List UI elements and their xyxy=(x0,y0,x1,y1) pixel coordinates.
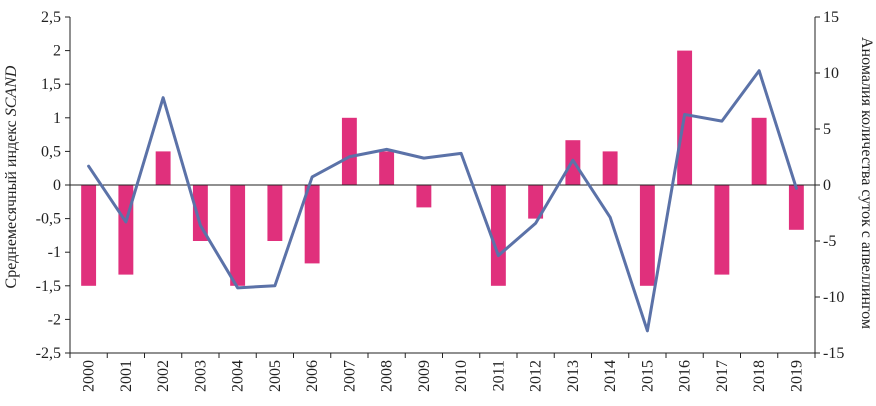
x-tick-label-2014: 2014 xyxy=(602,360,619,392)
right-tick-label: -10 xyxy=(823,289,844,306)
left-axis-title-text: Среднемесячный индекс xyxy=(3,116,20,288)
bar-2005 xyxy=(267,185,283,241)
scand-line xyxy=(87,69,798,333)
left-tick-label: 2,5 xyxy=(41,9,61,26)
left-tick-label: -2,5 xyxy=(36,345,61,362)
x-tick-label-2015: 2015 xyxy=(639,360,656,392)
x-tick-label-2002: 2002 xyxy=(155,360,172,392)
axes xyxy=(65,16,820,358)
bar-2018 xyxy=(751,117,767,185)
right-tick-label: -5 xyxy=(823,233,836,250)
left-tick-label: 1,5 xyxy=(41,76,61,93)
left-tick-label: -1,5 xyxy=(36,278,61,295)
x-tick-label-2009: 2009 xyxy=(416,360,433,392)
right-axis-tick-labels: 15 10 5 0 -5 -10 -15 xyxy=(823,9,844,362)
bar-2019 xyxy=(788,185,804,230)
x-tick-label-2005: 2005 xyxy=(267,360,284,392)
bar-2006 xyxy=(304,185,320,264)
right-tick-label: 15 xyxy=(823,9,839,26)
left-tick-label: 2 xyxy=(53,43,61,60)
x-tick-label-2013: 2013 xyxy=(565,360,582,392)
bar-2007 xyxy=(341,117,357,185)
bar-2001 xyxy=(118,185,134,275)
left-axis-title: Среднемесячный индекс SCAND xyxy=(3,65,20,288)
bar-2017 xyxy=(714,185,730,275)
left-tick-label: 0,5 xyxy=(41,143,61,160)
x-tick-label-2008: 2008 xyxy=(379,360,396,392)
x-tick-label-2016: 2016 xyxy=(677,360,694,392)
left-tick-label: 1 xyxy=(53,110,61,127)
x-tick-label-2004: 2004 xyxy=(230,360,247,392)
x-tick-label-2007: 2007 xyxy=(341,360,358,392)
x-tick-label-2011: 2011 xyxy=(490,360,507,391)
x-tick-label-2019: 2019 xyxy=(788,360,805,392)
bar-2012 xyxy=(528,185,544,219)
x-tick-label-2017: 2017 xyxy=(714,360,731,392)
left-tick-label: -0,5 xyxy=(36,211,61,228)
x-tick-label-2012: 2012 xyxy=(528,360,545,392)
x-tick-label-2000: 2000 xyxy=(81,360,98,392)
right-tick-label: 0 xyxy=(823,177,831,194)
bar-2008 xyxy=(379,151,395,185)
x-tick-label-2003: 2003 xyxy=(192,360,209,392)
bar-2015 xyxy=(639,185,655,286)
bar-series-upwelling xyxy=(81,50,804,286)
bar-2014 xyxy=(602,151,618,185)
bar-2004 xyxy=(230,185,246,286)
line-series-scand xyxy=(87,69,798,333)
bar-2000 xyxy=(81,185,97,286)
bar-2003 xyxy=(192,185,208,241)
right-axis-title: Аномалия количества суток с апвеллингом xyxy=(858,37,875,329)
x-axis-tick-labels: 2000 2001 2002 2003 2004 2005 2006 2007 2008 2009… xyxy=(81,360,806,392)
left-tick-label: -1 xyxy=(48,244,61,261)
bar-2009 xyxy=(416,185,432,208)
x-tick-label-2001: 2001 xyxy=(118,360,135,392)
bar-2002 xyxy=(155,151,171,185)
left-axis-title-italic: SCAND xyxy=(3,65,20,116)
x-tick-label-2006: 2006 xyxy=(304,360,321,392)
bar-2011 xyxy=(490,185,506,286)
left-tick-label: -2 xyxy=(48,311,61,328)
left-tick-label: 0 xyxy=(53,177,61,194)
x-tick-label-2018: 2018 xyxy=(751,360,768,392)
x-tick-label-2010: 2010 xyxy=(453,360,470,392)
right-tick-label: 10 xyxy=(823,65,839,82)
left-axis-tick-labels: 2,5 2 1,5 1 0,5 0 -0,5 -1 -1,5 -2 -2,5 xyxy=(36,9,61,362)
right-tick-label: -15 xyxy=(823,345,844,362)
right-tick-label: 5 xyxy=(823,121,831,138)
